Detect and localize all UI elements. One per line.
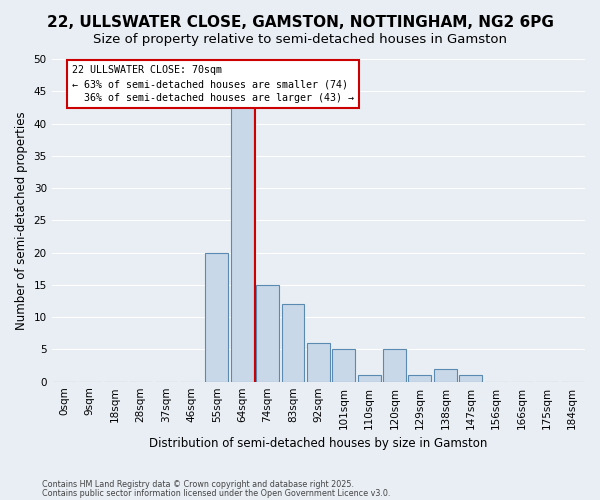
Bar [205, 252, 228, 382]
Text: Size of property relative to semi-detached houses in Gamston: Size of property relative to semi-detach… [93, 32, 507, 46]
Bar [358, 375, 380, 382]
Text: 22, ULLSWATER CLOSE, GAMSTON, NOTTINGHAM, NG2 6PG: 22, ULLSWATER CLOSE, GAMSTON, NOTTINGHAM… [47, 15, 553, 30]
Text: Contains public sector information licensed under the Open Government Licence v3: Contains public sector information licen… [42, 488, 391, 498]
Bar [281, 304, 304, 382]
Bar [434, 369, 457, 382]
Text: Contains HM Land Registry data © Crown copyright and database right 2025.: Contains HM Land Registry data © Crown c… [42, 480, 354, 489]
Bar [459, 375, 482, 382]
Bar [256, 285, 279, 382]
Bar [307, 343, 330, 382]
Y-axis label: Number of semi-detached properties: Number of semi-detached properties [15, 111, 28, 330]
X-axis label: Distribution of semi-detached houses by size in Gamston: Distribution of semi-detached houses by … [149, 437, 488, 450]
Text: 22 ULLSWATER CLOSE: 70sqm
← 63% of semi-detached houses are smaller (74)
  36% o: 22 ULLSWATER CLOSE: 70sqm ← 63% of semi-… [72, 66, 354, 104]
Bar [231, 85, 254, 382]
Bar [409, 375, 431, 382]
Bar [332, 350, 355, 382]
Bar [383, 350, 406, 382]
